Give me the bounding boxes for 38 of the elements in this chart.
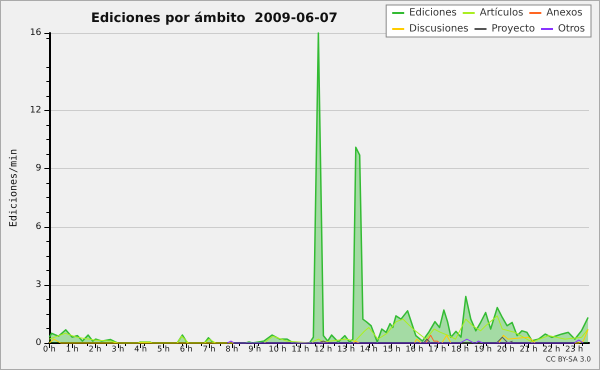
y-tick-label: 16 xyxy=(30,28,42,38)
y-tick-label: 0 xyxy=(36,338,42,348)
x-tick-label: 18 h xyxy=(451,344,469,354)
x-tick-label: 0 h xyxy=(43,344,56,354)
x-tick-label: 16 h xyxy=(406,344,424,354)
y-tick-label: 9 xyxy=(36,164,42,174)
legend-label: Proyecto xyxy=(492,24,535,34)
x-tick-label: 13 h xyxy=(337,344,355,354)
x-tick-label: 15 h xyxy=(382,344,401,354)
legend-label: Ediciones xyxy=(409,8,457,18)
x-tick-label: 8 h xyxy=(226,344,238,354)
x-tick-label: 19 h xyxy=(474,344,492,354)
y-tick-label: 3 xyxy=(36,280,42,290)
legend-label: Otros xyxy=(558,24,586,34)
x-tick-label: 7 h xyxy=(202,344,216,354)
x-tick-label: 1 h xyxy=(66,344,79,354)
legend-label: Artículos xyxy=(480,8,524,18)
y-tick-label: 12 xyxy=(30,106,42,116)
x-tick-label: 6 h xyxy=(180,344,193,354)
legend-label: Discusiones xyxy=(409,24,469,34)
y-tick-label: 6 xyxy=(36,222,42,232)
x-tick-label: 22 h xyxy=(542,344,560,354)
x-tick-label: 2 h xyxy=(88,344,102,354)
x-tick-label: 5 h xyxy=(157,344,170,354)
chart-title: Ediciones por ámbito 2009-06-07 xyxy=(91,11,338,26)
y-axis-title: Ediciones/min xyxy=(8,148,20,228)
legend-label: Anexos xyxy=(546,8,582,18)
x-tick-label: 23 h xyxy=(565,344,584,354)
x-tick-label: 10 h xyxy=(268,344,286,354)
x-tick-label: 11 h xyxy=(291,344,310,354)
x-tick-label: 3 h xyxy=(111,344,124,354)
x-tick-label: 20 h xyxy=(496,344,515,354)
x-tick-label: 14 h xyxy=(360,344,378,354)
x-tick-label: 4 h xyxy=(134,344,147,354)
x-tick-label: 21 h xyxy=(520,344,538,354)
x-tick-label: 17 h xyxy=(428,344,446,354)
x-tick-label: 9 h xyxy=(248,344,262,354)
x-tick-label: 12 h xyxy=(314,344,332,354)
